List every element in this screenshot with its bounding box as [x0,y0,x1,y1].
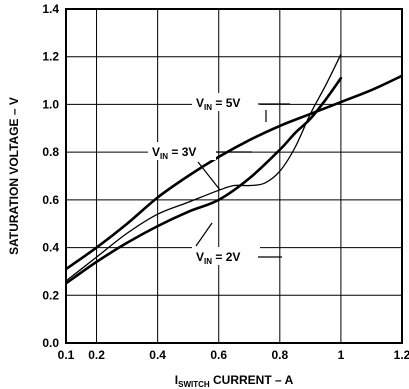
annotation-rest: = 3V [168,145,196,159]
x-tick-label: 0.6 [210,348,227,362]
annotation-main: V [196,250,204,264]
annotation-background [192,93,260,111]
annotation-main: V [152,145,160,159]
annotation-background [192,247,260,265]
y-axis-title: SATURATION VOLTAGE – V [7,97,21,255]
annotation-sub: IN [204,103,212,112]
y-tick-label: 0.8 [42,145,59,159]
x-tick-label: 0.1 [58,348,75,362]
annotation-sub: IN [204,257,212,266]
x-axis-title-rest: CURRENT – A [210,373,294,387]
y-tick-label: 1.4 [42,2,59,16]
y-tick-label: 0.4 [42,241,59,255]
annotation-leader [195,222,213,247]
y-tick-labels: 0.0 0.2 0.4 0.6 0.8 1.0 1.2 1.4 [42,2,59,350]
y-tick-label: 0.2 [42,288,59,302]
x-tick-label: 0.4 [149,348,166,362]
annotation-main: V [196,96,204,110]
series-line-vin-2v [66,76,343,285]
annotation-vin-5v: VIN = 5V [192,93,290,122]
plot-frame [65,8,403,344]
y-tick-label: 0.6 [42,193,59,207]
annotation-sub: IN [160,152,168,161]
annotation-rest: = 5V [212,96,240,110]
x-axis-title-main: I [175,373,178,387]
annotation-label: VIN = 5V [196,96,240,112]
x-axis-title: ISWITCH CURRENT – A [175,373,294,389]
annotation-rest: = 2V [212,250,240,264]
y-tick-label: 1.0 [42,97,59,111]
annotation-leader [197,161,221,191]
x-tick-labels: 0.1 0.2 0.4 0.6 0.8 1 1.2 [58,348,409,362]
x-axis-title-sub: SWITCH [178,380,210,389]
y-tick-label: 1.2 [42,50,59,64]
x-tick-label: 0.8 [271,348,288,362]
annotation-background [148,142,216,160]
x-tick-label: 0.2 [88,348,105,362]
series-layer [66,53,402,285]
x-tick-label: 1 [338,348,345,362]
annotation-vin-3v: VIN = 3V [148,142,252,191]
y-tick-label: 0.0 [42,336,59,350]
annotation-label: VIN = 2V [196,250,240,266]
grid [66,9,402,343]
annotation-vin-2v: VIN = 2V [192,222,282,266]
annotation-label: VIN = 3V [152,145,196,161]
series-line-vin-5v [66,74,402,271]
x-tick-label: 1.2 [394,348,409,362]
